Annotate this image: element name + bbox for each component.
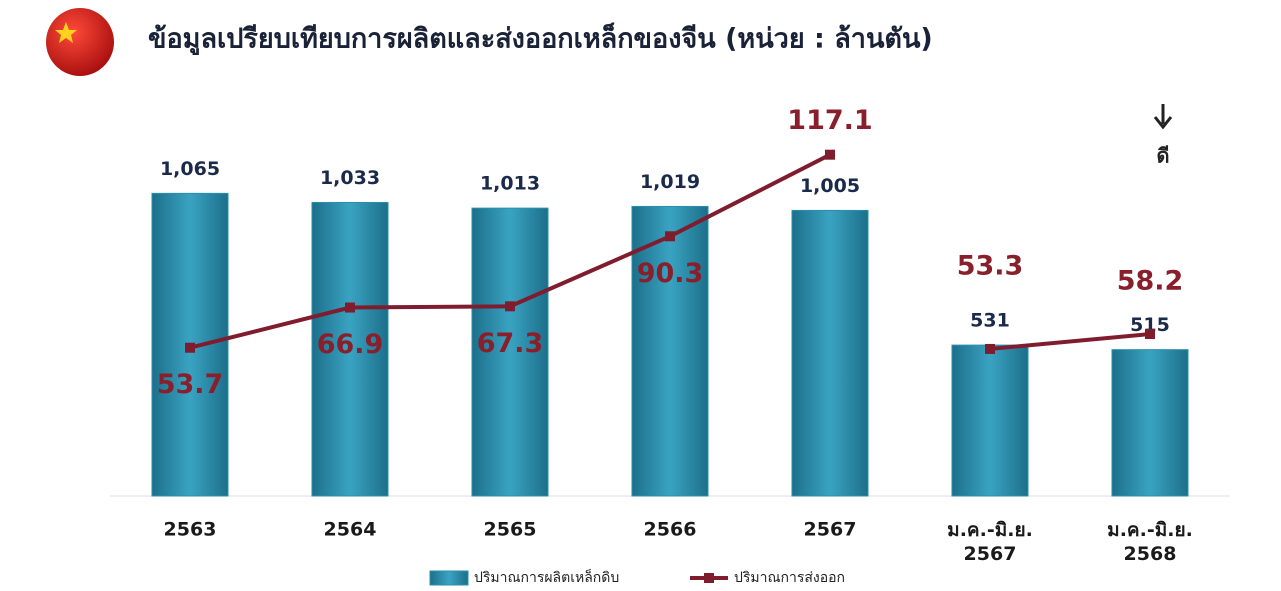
bar-value-label: 531: [970, 310, 1010, 332]
line-value-label: 58.2: [1117, 266, 1184, 297]
legend-swatch: [704, 573, 714, 583]
chart-title: ข้อมูลเปรียบเทียบการผลิตและส่งออกเหล็กขอ…: [148, 21, 933, 56]
line-value-label: 66.9: [317, 329, 384, 360]
x-tick-label: ม.ค.-มิ.ย. 2567: [947, 519, 1033, 565]
bar-value-label: 1,013: [480, 173, 540, 195]
bar: [791, 209, 869, 497]
annotation: ดี: [1153, 104, 1173, 168]
x-tick-label: 2567: [804, 519, 857, 541]
bar: [471, 207, 549, 497]
line-marker: [185, 342, 195, 353]
bar: [951, 344, 1029, 497]
x-tick-label: 2564: [324, 519, 377, 541]
bar-value-label: 1,033: [320, 167, 380, 189]
line-marker: [505, 301, 515, 312]
legend-swatch: [429, 570, 469, 586]
bar: [631, 205, 709, 497]
legend-label: ปริมาณการผลิตเหล็กดิบ: [474, 568, 619, 586]
line-marker: [1145, 329, 1155, 340]
line-marker: [825, 149, 835, 160]
line-marker: [665, 231, 675, 242]
x-tick-label: 2563: [164, 519, 217, 541]
line: [989, 332, 1151, 351]
x-tick-label: ม.ค.-มิ.ย. 2568: [1107, 519, 1193, 565]
annotation-text: ดี: [1157, 144, 1170, 168]
legend-label: ปริมาณการส่งออก: [734, 570, 845, 586]
line-value-label: 90.3: [637, 258, 704, 289]
line-value-label: 53.7: [157, 369, 224, 400]
line-marker: [985, 343, 995, 354]
x-tick-label: 2565: [484, 519, 537, 541]
line-value-label: 53.3: [957, 250, 1024, 281]
bar-value-label: 1,005: [800, 175, 860, 197]
line-value-label: 117.1: [787, 105, 872, 136]
bar: [311, 201, 389, 497]
line-marker: [345, 302, 355, 313]
bar-value-label: 1,065: [160, 158, 220, 180]
bar: [1111, 349, 1189, 497]
x-tick-label: 2566: [644, 519, 697, 541]
bar-value-label: 1,019: [640, 171, 700, 193]
line-value-label: 67.3: [477, 328, 544, 359]
flag-icon: [46, 8, 114, 76]
bar-value-label: 515: [1130, 314, 1170, 336]
